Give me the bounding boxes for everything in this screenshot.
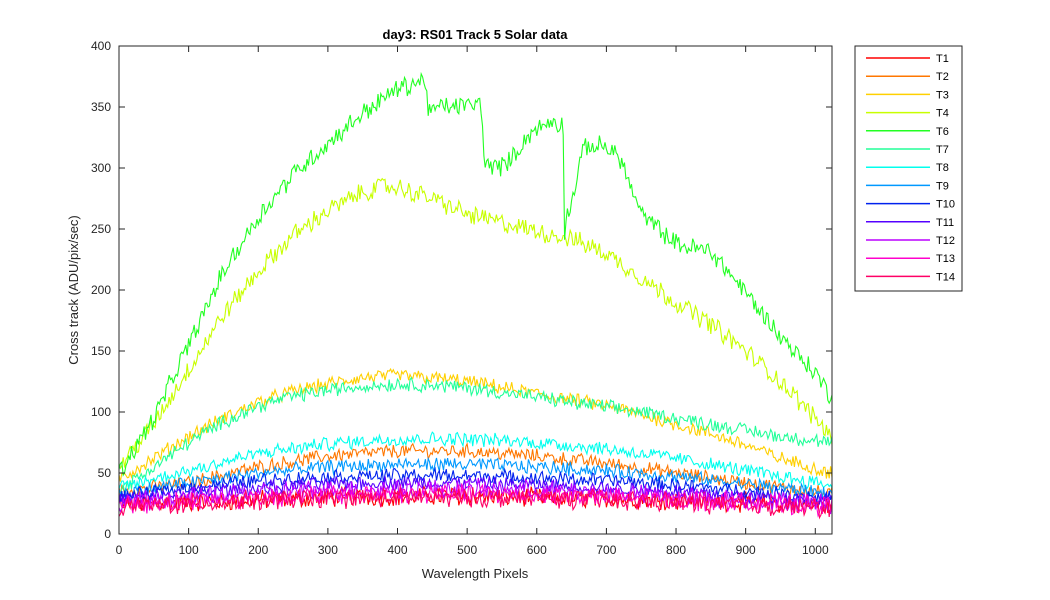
x-tick-label: 900: [736, 543, 756, 557]
y-tick-label: 200: [91, 283, 111, 297]
x-tick-label: 500: [457, 543, 477, 557]
legend-label: T9: [936, 180, 949, 192]
legend-label: T12: [936, 235, 955, 247]
legend-label: T1: [936, 53, 949, 65]
legend-label: T14: [936, 271, 955, 283]
legend-label: T8: [936, 162, 949, 174]
x-tick-label: 100: [179, 543, 199, 557]
legend-label: T7: [936, 144, 949, 156]
y-ticks: 0 50 100 150 200 250 300 350 400: [91, 39, 832, 541]
y-tick-label: 0: [104, 527, 111, 541]
series-line-T14: [118, 486, 833, 520]
legend-label: T10: [936, 199, 955, 211]
series-line-T11: [118, 475, 833, 509]
y-tick-label: 350: [91, 100, 111, 114]
legend: T1 T2 T3 T4 T6 T7 T8 T9 T10 T11 T12 T13 T14: [854, 45, 963, 292]
x-tick-label: 700: [596, 543, 616, 557]
x-tick-label: 300: [318, 543, 338, 557]
series-line-T7: [118, 376, 833, 498]
legend-label: T3: [936, 89, 949, 101]
y-tick-label: 300: [91, 161, 111, 175]
series-line-T8: [118, 431, 833, 490]
legend-label: T4: [936, 108, 949, 120]
y-tick-label: 150: [91, 344, 111, 358]
x-tick-label: 800: [666, 543, 686, 557]
legend-label: T11: [936, 217, 954, 229]
y-tick-label: 50: [98, 466, 112, 480]
x-axis-label: Wavelength Pixels: [422, 566, 529, 581]
series-group: [118, 71, 833, 520]
x-tick-label: 400: [388, 543, 408, 557]
legend-label: T2: [936, 71, 949, 83]
legend-label: T13: [936, 253, 955, 265]
y-tick-label: 400: [91, 39, 111, 53]
x-tick-label: 200: [248, 543, 268, 557]
legend-box: [854, 45, 963, 292]
y-axis-label: Cross track (ADU/pix/sec): [66, 215, 81, 365]
x-ticks: 0 100 200 300 400 500 600 700 800 900 1000: [116, 46, 829, 557]
x-tick-label: 600: [527, 543, 547, 557]
legend-label: T6: [936, 126, 949, 138]
y-tick-label: 100: [91, 405, 111, 419]
series-line-T6: [118, 71, 833, 477]
x-tick-label: 0: [116, 543, 123, 557]
x-tick-label: 1000: [802, 543, 829, 557]
y-tick-label: 250: [91, 222, 111, 236]
plot-area: [119, 46, 832, 534]
series-line-T4: [118, 177, 833, 470]
series-line-T9: [118, 456, 833, 500]
chart-title: day3: RS01 Track 5 Solar data: [383, 27, 569, 42]
